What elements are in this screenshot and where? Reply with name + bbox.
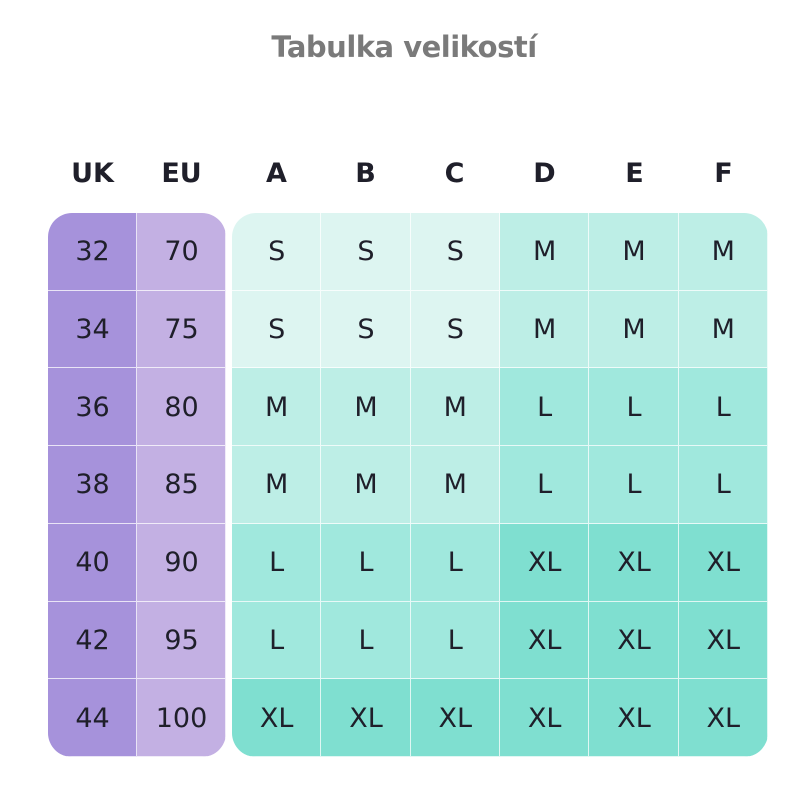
size-cell: M xyxy=(410,446,500,524)
size-cell: L xyxy=(410,601,500,680)
size-cell: S xyxy=(321,290,411,369)
size-cell: L xyxy=(500,368,590,447)
uk-size-cell: 36 xyxy=(48,368,137,447)
size-cell: XL xyxy=(410,679,500,757)
size-cell: M xyxy=(321,368,411,447)
size-cell: L xyxy=(589,446,679,524)
size-cell: M xyxy=(500,290,590,369)
size-cell: XL xyxy=(589,679,679,757)
size-cell: S xyxy=(232,213,322,291)
uk-size-cell: 42 xyxy=(48,601,137,680)
uk-size-cell: 32 xyxy=(48,213,137,291)
column-header-f: F xyxy=(714,158,733,189)
size-cell: M xyxy=(321,446,411,524)
size-cell: M xyxy=(589,213,679,291)
size-cell: XL xyxy=(678,679,768,757)
size-cell: XL xyxy=(232,679,322,757)
column-header-b: B xyxy=(355,158,376,189)
size-cell: L xyxy=(232,601,322,680)
size-cell: S xyxy=(410,290,500,369)
eu-size-cell: 70 xyxy=(137,213,226,291)
eu-size-cell: 100 xyxy=(137,679,226,757)
size-cell: XL xyxy=(500,601,590,680)
uk-size-cell: 44 xyxy=(48,679,137,757)
size-cell: XL xyxy=(678,523,768,602)
size-cell: L xyxy=(589,368,679,447)
size-cell: M xyxy=(410,368,500,447)
size-cell: L xyxy=(678,368,768,447)
size-cell: M xyxy=(589,290,679,369)
band-size-table: 32 70 34 75 36 80 38 85 40 90 42 95 44 100 xyxy=(48,213,226,757)
size-cell: S xyxy=(321,213,411,291)
size-cell: XL xyxy=(589,523,679,602)
size-cell: M xyxy=(678,290,768,369)
column-header-d: D xyxy=(533,158,556,189)
size-cell: XL xyxy=(589,601,679,680)
size-cell: XL xyxy=(678,601,768,680)
size-cell: L xyxy=(232,523,322,602)
size-cell: M xyxy=(678,213,768,291)
eu-size-cell: 90 xyxy=(137,523,226,602)
uk-size-cell: 34 xyxy=(48,290,137,369)
size-cell: M xyxy=(232,446,322,524)
eu-size-cell: 95 xyxy=(137,601,226,680)
size-cell: S xyxy=(410,213,500,291)
size-cell: L xyxy=(410,523,500,602)
column-header-eu: EU xyxy=(161,158,202,189)
eu-size-cell: 75 xyxy=(137,290,226,369)
size-cell: M xyxy=(232,368,322,447)
cup-size-table: S S S M M M S S S M M M M M M L L L M M M L L L L L L XL XL XL L L L XL XL… xyxy=(232,213,768,757)
column-header-uk: UK xyxy=(71,158,114,189)
size-cell: L xyxy=(321,601,411,680)
uk-size-cell: 40 xyxy=(48,523,137,602)
column-header-e: E xyxy=(625,158,644,189)
size-cell: XL xyxy=(500,523,590,602)
uk-size-cell: 38 xyxy=(48,446,137,524)
size-cell: S xyxy=(232,290,322,369)
column-header-a: A xyxy=(266,158,287,189)
size-cell: L xyxy=(678,446,768,524)
eu-size-cell: 80 xyxy=(137,368,226,447)
eu-size-cell: 85 xyxy=(137,446,226,524)
size-cell: M xyxy=(500,213,590,291)
size-cell: L xyxy=(500,446,590,524)
size-cell: XL xyxy=(500,679,590,757)
size-cell: XL xyxy=(321,679,411,757)
column-header-c: C xyxy=(444,158,465,189)
page-title: Tabulka velikostí xyxy=(271,30,537,64)
size-cell: L xyxy=(321,523,411,602)
